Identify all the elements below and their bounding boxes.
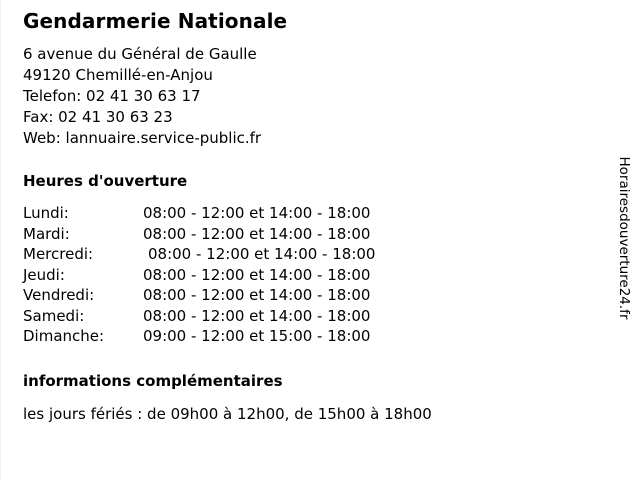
table-row: Dimanche: 09:00 - 12:00 et 15:00 - 18:00 xyxy=(23,326,375,347)
table-row: Mercredi: 08:00 - 12:00 et 14:00 - 18:00 xyxy=(23,244,375,265)
day-hours: 08:00 - 12:00 et 14:00 - 18:00 xyxy=(143,224,371,243)
day-hours: 08:00 - 12:00 et 14:00 - 18:00 xyxy=(143,286,371,304)
day-label: Vendredi: xyxy=(23,286,95,304)
additional-info-text: les jours fériés : de 09h00 à 12h00, de … xyxy=(23,404,432,423)
table-row: Samedi: 08:00 - 12:00 et 14:00 - 18:00 xyxy=(23,306,375,327)
day-hours: 08:00 - 12:00 et 14:00 - 18:00 xyxy=(143,306,371,325)
day-hours: 08:00 - 12:00 et 14:00 - 18:00 xyxy=(143,204,371,222)
page-title: Gendarmerie Nationale xyxy=(23,9,288,33)
contact-block: 6 avenue du Général de Gaulle 49120 Chem… xyxy=(23,44,593,149)
day-label: Mercredi: xyxy=(23,245,94,263)
day-label: Samedi: xyxy=(23,306,85,325)
vertical-brand-watermark: Horairesdouverture24.fr xyxy=(616,156,632,320)
day-label: Jeudi: xyxy=(23,265,65,284)
table-row: Jeudi: 08:00 - 12:00 et 14:00 - 18:00 xyxy=(23,265,375,286)
address-street: 6 avenue du Général de Gaulle xyxy=(23,45,257,63)
opening-hours-table: Lundi: 08:00 - 12:00 et 14:00 - 18:00 Ma… xyxy=(23,203,375,347)
phone-line: Telefon: 02 41 30 63 17 xyxy=(23,87,201,105)
listing-content: Gendarmerie Nationale 6 avenue du Généra… xyxy=(23,8,593,425)
table-row: Mardi: 08:00 - 12:00 et 14:00 - 18:00 xyxy=(23,224,375,245)
day-hours: 09:00 - 12:00 et 15:00 - 18:00 xyxy=(143,327,371,345)
table-row: Vendredi: 08:00 - 12:00 et 14:00 - 18:00 xyxy=(23,285,375,306)
day-hours: 08:00 - 12:00 et 14:00 - 18:00 xyxy=(143,265,371,284)
day-label: Lundi: xyxy=(23,204,69,222)
additional-info-heading: informations complémentaires xyxy=(23,371,283,390)
fax-line: Fax: 02 41 30 63 23 xyxy=(23,108,173,126)
opening-hours-heading: Heures d'ouverture xyxy=(23,172,188,190)
table-row: Lundi: 08:00 - 12:00 et 14:00 - 18:00 xyxy=(23,203,375,224)
day-label: Mardi: xyxy=(23,224,70,243)
address-city: 49120 Chemillé-en-Anjou xyxy=(23,66,213,84)
day-hours: 08:00 - 12:00 et 14:00 - 18:00 xyxy=(148,245,376,263)
web-line: Web: lannuaire.service-public.fr xyxy=(23,129,262,147)
day-label: Dimanche: xyxy=(23,327,105,345)
